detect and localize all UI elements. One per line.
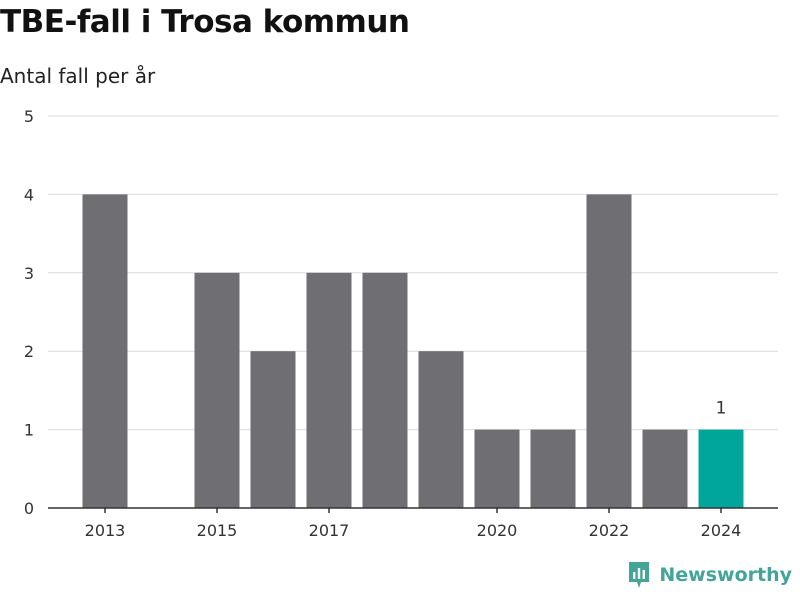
brand-name: Newsworthy [659, 564, 792, 586]
x-tick-label-2015: 2015 [197, 521, 238, 540]
bar-2022 [586, 194, 632, 508]
bar-2023 [642, 429, 688, 508]
y-tick-label-3: 3 [24, 264, 34, 283]
bar-2020 [474, 429, 520, 508]
y-tick-label-1: 1 [24, 421, 34, 440]
y-tick-label-5: 5 [24, 107, 34, 126]
bar-2019 [418, 351, 464, 508]
bar-2015 [194, 272, 240, 508]
y-tick-label-2: 2 [24, 342, 34, 361]
x-tick-label-2013: 2013 [85, 521, 126, 540]
x-tick-label-2017: 2017 [309, 521, 350, 540]
bar-2017 [306, 272, 352, 508]
newsworthy-logo: Newsworthy [627, 560, 792, 590]
newsworthy-logo-icon [629, 562, 650, 588]
bar-2021 [530, 429, 576, 508]
x-tick-label-2024: 2024 [701, 521, 742, 540]
chart-title: TBE-fall i Trosa kommun [0, 4, 410, 40]
x-tick-label-2022: 2022 [589, 521, 630, 540]
bar-2016 [250, 351, 296, 508]
bar-2013 [82, 194, 128, 508]
bar-2024 [698, 429, 744, 508]
bar-2018 [362, 272, 408, 508]
data-label-2024: 1 [716, 399, 727, 419]
y-tick-label-0: 0 [24, 499, 34, 518]
y-tick-label-4: 4 [24, 185, 34, 204]
chart-subtitle: Antal fall per år [0, 64, 156, 88]
x-tick-label-2020: 2020 [477, 521, 518, 540]
